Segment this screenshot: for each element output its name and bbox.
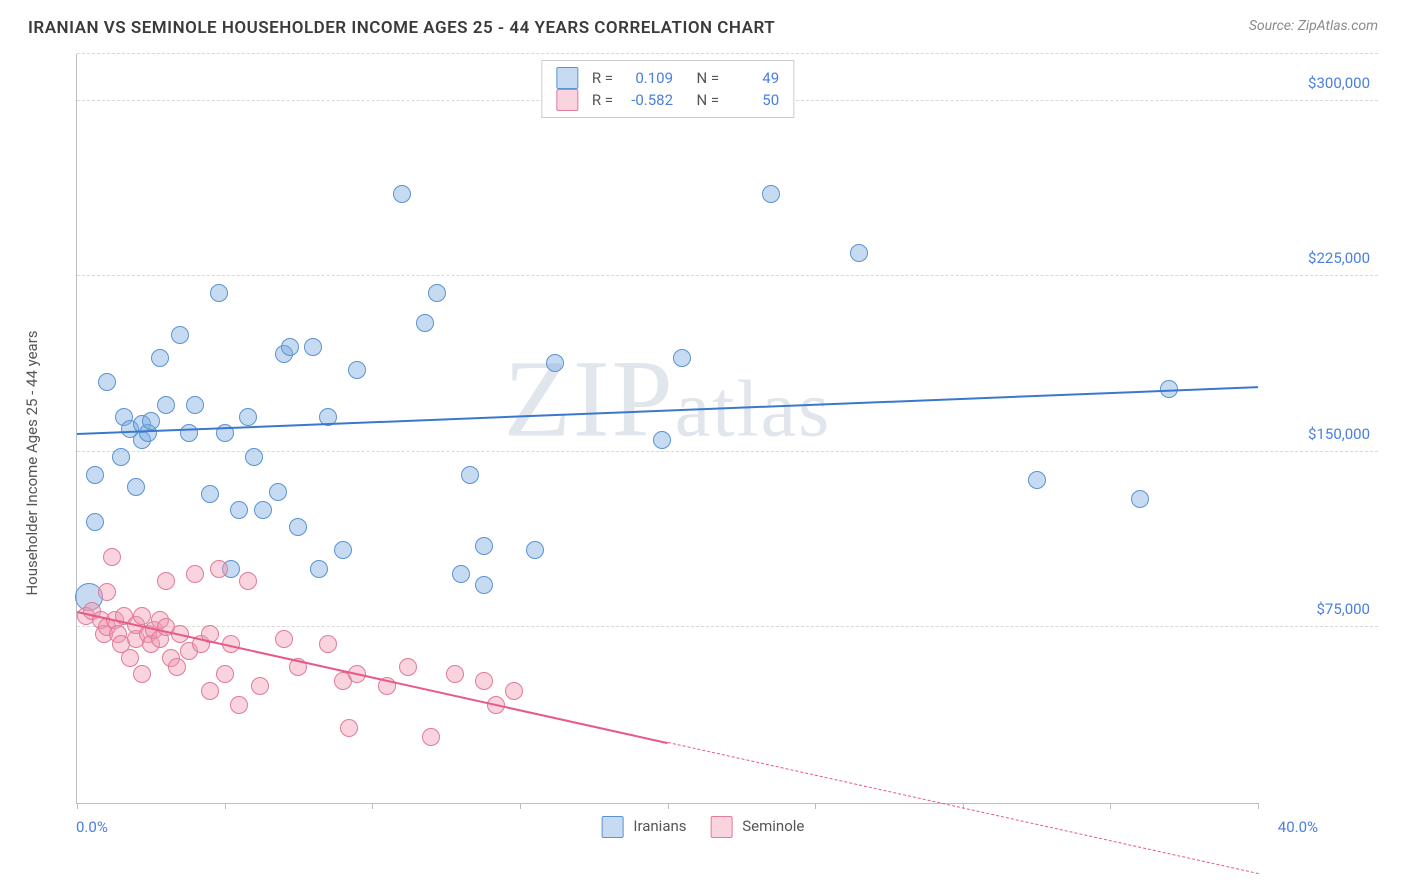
- data-point: [446, 665, 464, 683]
- data-point: [245, 448, 263, 466]
- y-axis-label: Householder Income Ages 25 - 44 years: [23, 330, 41, 595]
- trend-line: [667, 742, 1258, 874]
- data-point: [281, 338, 299, 356]
- trend-line: [77, 611, 668, 744]
- data-point: [673, 349, 691, 367]
- data-point: [98, 373, 116, 391]
- data-point: [334, 541, 352, 559]
- gridline-h: [77, 451, 1378, 452]
- data-point: [239, 408, 257, 426]
- data-point: [186, 565, 204, 583]
- data-point: [1028, 471, 1046, 489]
- data-point: [180, 424, 198, 442]
- data-point: [348, 361, 366, 379]
- y-tick-label: $225,000: [1270, 249, 1370, 267]
- x-tick: [77, 803, 78, 809]
- chart-source: Source: ZipAtlas.com: [1249, 18, 1378, 34]
- data-point: [127, 478, 145, 496]
- data-point: [275, 630, 293, 648]
- plot-area: ZIPatlas R = 0.109 N = 49 R = -0.582 N =…: [76, 54, 1258, 804]
- data-point: [98, 583, 116, 601]
- data-point: [546, 354, 564, 372]
- x-tick: [1110, 803, 1111, 809]
- legend-swatch-0: [556, 67, 578, 89]
- data-point: [526, 541, 544, 559]
- data-point: [142, 412, 160, 430]
- legend-swatch-1: [556, 89, 578, 111]
- data-point: [475, 537, 493, 555]
- data-point: [103, 548, 121, 566]
- chart-container: Householder Income Ages 25 - 44 years ZI…: [28, 54, 1378, 872]
- data-point: [133, 665, 151, 683]
- x-tick: [668, 803, 669, 809]
- data-point: [254, 501, 272, 519]
- x-tick: [520, 803, 521, 809]
- bottom-legend: Iranians Seminole: [602, 816, 805, 838]
- data-point: [428, 284, 446, 302]
- data-point: [239, 572, 257, 590]
- data-point: [171, 326, 189, 344]
- data-point: [269, 483, 287, 501]
- x-axis-max-label: 40.0%: [1278, 818, 1318, 836]
- x-tick: [225, 803, 226, 809]
- data-point: [210, 284, 228, 302]
- data-point: [319, 635, 337, 653]
- data-point: [168, 658, 186, 676]
- y-tick-label: $150,000: [1270, 425, 1370, 443]
- data-point: [121, 649, 139, 667]
- data-point: [186, 396, 204, 414]
- legend-item-1: Seminole: [711, 816, 805, 838]
- data-point: [422, 728, 440, 746]
- x-axis-min-label: 0.0%: [76, 818, 108, 836]
- chart-title: IRANIAN VS SEMINOLE HOUSEHOLDER INCOME A…: [28, 18, 775, 38]
- data-point: [210, 560, 228, 578]
- data-point: [399, 658, 417, 676]
- data-point: [475, 672, 493, 690]
- data-point: [151, 349, 169, 367]
- gridline-h: [77, 626, 1378, 627]
- data-point: [201, 682, 219, 700]
- data-point: [461, 466, 479, 484]
- data-point: [112, 448, 130, 466]
- stats-legend: R = 0.109 N = 49 R = -0.582 N = 50: [541, 60, 794, 118]
- legend-item-0: Iranians: [602, 816, 687, 838]
- x-tick: [372, 803, 373, 809]
- data-point: [505, 682, 523, 700]
- data-point: [340, 719, 358, 737]
- data-point: [230, 501, 248, 519]
- x-tick: [815, 803, 816, 809]
- y-tick-label: $75,000: [1270, 600, 1370, 618]
- stats-row-0: R = 0.109 N = 49: [556, 67, 779, 89]
- data-point: [762, 185, 780, 203]
- data-point: [201, 485, 219, 503]
- legend-swatch-iranians: [602, 816, 624, 838]
- data-point: [251, 677, 269, 695]
- data-point: [393, 185, 411, 203]
- data-point: [304, 338, 322, 356]
- data-point: [416, 314, 434, 332]
- data-point: [86, 466, 104, 484]
- data-point: [475, 576, 493, 594]
- legend-swatch-seminole: [711, 816, 733, 838]
- data-point: [216, 665, 234, 683]
- gridline-h: [77, 53, 1378, 54]
- data-point: [452, 565, 470, 583]
- data-point: [157, 572, 175, 590]
- data-point: [1131, 490, 1149, 508]
- data-point: [653, 431, 671, 449]
- y-tick-label: $300,000: [1270, 74, 1370, 92]
- x-tick: [1258, 803, 1259, 809]
- stats-row-1: R = -0.582 N = 50: [556, 89, 779, 111]
- data-point: [850, 244, 868, 262]
- gridline-h: [77, 275, 1378, 276]
- data-point: [157, 396, 175, 414]
- data-point: [86, 513, 104, 531]
- data-point: [230, 696, 248, 714]
- data-point: [310, 560, 328, 578]
- data-point: [289, 518, 307, 536]
